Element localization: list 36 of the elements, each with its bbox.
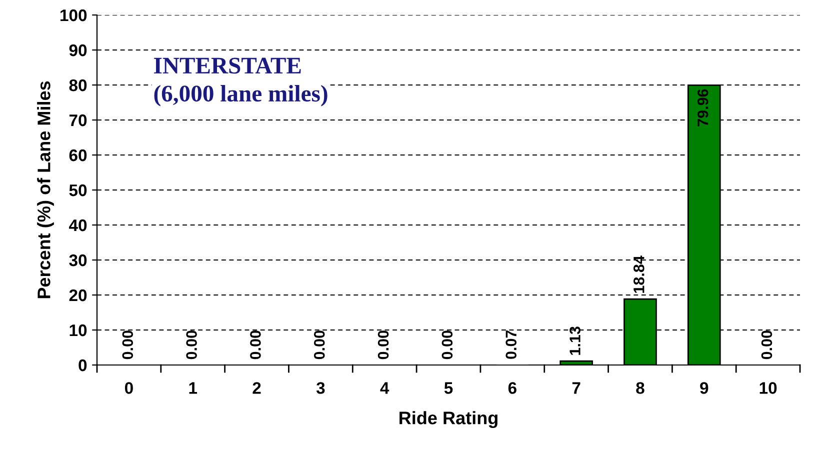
x-tick-label: 4: [380, 382, 390, 394]
x-tick-label: 1: [189, 382, 198, 394]
y-tick-label: 0: [78, 359, 87, 372]
y-tick-label: 100: [60, 9, 87, 22]
y-tick-label: 50: [69, 184, 87, 196]
data-label: 0.00: [761, 330, 772, 360]
y-tick-label: 40: [68, 219, 87, 232]
data-label: 0.00: [250, 330, 261, 360]
y-tick-label: 70: [69, 114, 87, 126]
x-tick-label: 5: [444, 382, 453, 394]
y-tick-label: 30: [69, 254, 87, 266]
x-tick-label: 9: [700, 382, 708, 394]
data-label: 1.13: [570, 326, 580, 355]
data-label: 79.96: [697, 89, 708, 126]
y-axis-title: Percent (%) of Lane Miles: [37, 81, 54, 298]
data-label: 0.00: [314, 330, 325, 360]
annotation: INTERSTATE (6,000 lane miles): [154, 58, 328, 106]
data-label: 0.00: [378, 330, 389, 360]
data-label: 0.00: [442, 330, 453, 360]
x-tick-label: 10: [760, 382, 777, 394]
x-tick-label: 6: [508, 382, 516, 394]
x-tick-label: 2: [252, 382, 261, 394]
y-tick-label: 90: [69, 44, 87, 56]
x-tick-label: 0: [124, 382, 133, 394]
x-tick-label: 8: [636, 382, 644, 394]
y-tick-label: 80: [69, 79, 87, 92]
data-label: 18.84: [634, 256, 644, 293]
y-tick-label: 10: [70, 324, 87, 336]
data-label: 0.07: [506, 330, 517, 359]
x-tick-label: 7: [572, 382, 580, 394]
y-tick-label: 60: [69, 149, 87, 162]
x-tick-label: 3: [316, 382, 325, 394]
data-label: 0.00: [186, 330, 197, 360]
x-axis-title: Ride Rating: [400, 411, 498, 428]
data-label: 0.00: [122, 330, 134, 360]
y-tick-label: 20: [69, 289, 87, 302]
